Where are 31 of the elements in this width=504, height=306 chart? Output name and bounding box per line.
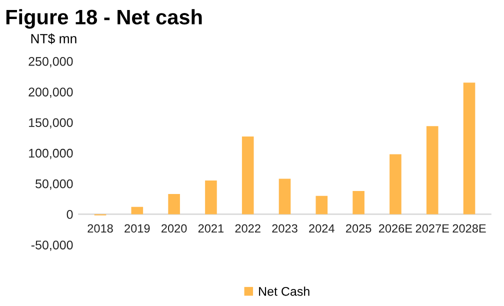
chart-title: Figure 18 - Net cash — [6, 9, 202, 29]
x-tick-label: 2026E — [378, 224, 412, 233]
bar — [205, 180, 217, 214]
y-tick-label: 150,000 — [29, 118, 73, 129]
bar — [390, 154, 402, 214]
y-axis-title: NT$ mn — [31, 33, 76, 44]
y-tick-label: 0 — [66, 210, 73, 219]
x-tick-label: 2022 — [235, 224, 260, 233]
bar — [316, 196, 328, 214]
bar — [352, 190, 364, 214]
x-tick-label: 2019 — [124, 224, 150, 233]
y-tick-label: 50,000 — [36, 179, 73, 190]
x-tick-label: 2028E — [452, 224, 486, 233]
legend-label: Net Cash — [259, 286, 310, 296]
bar — [242, 136, 254, 214]
bar — [426, 126, 438, 214]
x-tick-label: 2020 — [162, 224, 187, 233]
bar — [463, 82, 476, 214]
y-tick-label: 100,000 — [29, 148, 73, 160]
x-tick-label: 2021 — [198, 224, 224, 233]
y-tick-label: 200,000 — [28, 88, 73, 98]
y-tick-label: -50,000 — [31, 240, 73, 251]
x-tick-label: 2018 — [88, 224, 113, 233]
bar — [168, 194, 180, 214]
y-tick-label: 250,000 — [28, 57, 73, 68]
bar — [131, 206, 144, 214]
bar — [278, 178, 291, 214]
x-tick-label: 2023 — [272, 224, 298, 233]
x-tick-label: 2024 — [309, 224, 334, 233]
x-tick-label: 2025 — [346, 224, 372, 233]
x-tick-label: 2027E — [416, 224, 449, 233]
